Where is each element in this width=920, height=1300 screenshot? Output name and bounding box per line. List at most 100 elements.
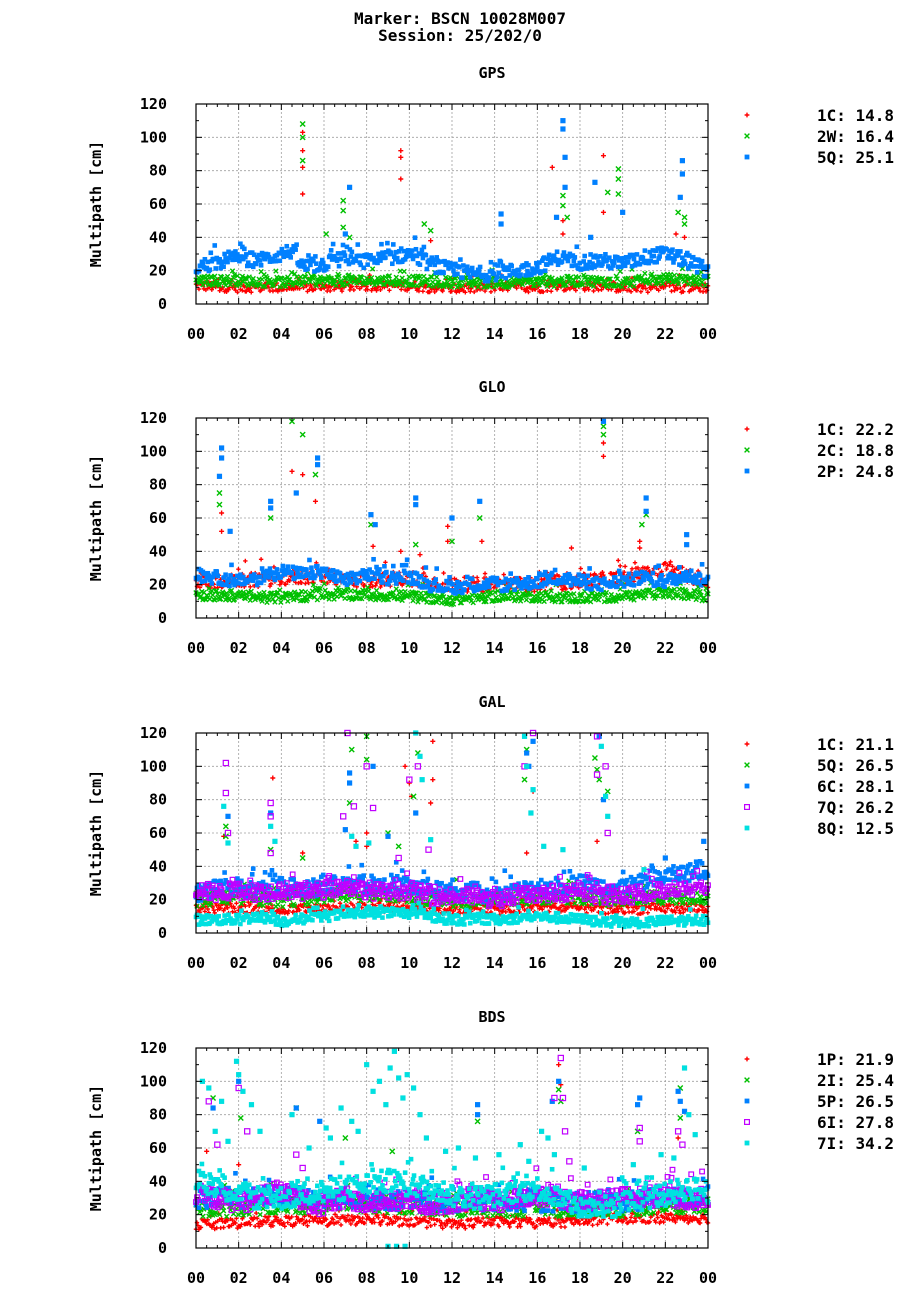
y-tick-label: 0 bbox=[158, 609, 167, 627]
data-point bbox=[476, 515, 483, 521]
data-point bbox=[366, 840, 372, 846]
data-point bbox=[414, 763, 422, 770]
svg-text:8Q: 12.5: 8Q: 12.5 bbox=[817, 819, 894, 838]
x-tick-label: 10 bbox=[400, 954, 418, 972]
data-point bbox=[327, 1135, 333, 1141]
x-tick-label: 10 bbox=[400, 1269, 418, 1287]
y-tick-label: 100 bbox=[140, 1072, 167, 1090]
svg-text:2I: 25.4: 2I: 25.4 bbox=[817, 1071, 894, 1090]
y-tick-label: 100 bbox=[140, 442, 167, 460]
data-point bbox=[417, 753, 423, 759]
x-tick-label: 16 bbox=[528, 1269, 546, 1287]
data-point bbox=[555, 1086, 562, 1093]
data-point bbox=[677, 194, 683, 200]
data-point bbox=[596, 776, 603, 783]
data-point bbox=[419, 777, 425, 783]
data-point bbox=[673, 231, 679, 237]
chart-title: GPS bbox=[478, 64, 505, 82]
data-point bbox=[340, 224, 347, 231]
legend-entry-1c: 1C: 14.8 bbox=[744, 106, 894, 125]
legend-entry-6i: 6I: 27.8 bbox=[743, 1113, 894, 1132]
data-point bbox=[236, 1072, 242, 1078]
data-point bbox=[396, 1075, 402, 1081]
y-axis-label: Multipath [cm] bbox=[87, 1085, 105, 1211]
series-1p bbox=[193, 1062, 711, 1232]
x-tick-label: 16 bbox=[528, 954, 546, 972]
data-point bbox=[682, 234, 688, 240]
data-point bbox=[267, 846, 274, 853]
x-tick-label: 02 bbox=[230, 1269, 248, 1287]
x-tick-label: 16 bbox=[528, 639, 546, 657]
data-point bbox=[643, 508, 649, 514]
y-tick-label: 60 bbox=[149, 195, 167, 213]
data-point bbox=[267, 799, 274, 807]
data-point bbox=[615, 176, 622, 182]
y-tick-label: 100 bbox=[140, 128, 167, 146]
x-tick-label: 22 bbox=[656, 639, 674, 657]
data-point bbox=[363, 763, 370, 770]
data-point bbox=[289, 418, 295, 425]
data-point bbox=[353, 838, 359, 844]
x-tick-label: 00 bbox=[187, 954, 205, 972]
marker-title: Marker: BSCN 10028M007 bbox=[354, 9, 566, 28]
data-point bbox=[219, 455, 225, 461]
x-axis: 00 02 04 06 08 10 12 14 16 18 20 22 00 bbox=[187, 1048, 717, 1287]
data-point bbox=[600, 797, 607, 803]
x-tick-label: 02 bbox=[230, 639, 248, 657]
x-tick-label: 20 bbox=[614, 954, 632, 972]
data-point bbox=[551, 1152, 557, 1158]
data-point bbox=[604, 829, 611, 837]
data-point bbox=[270, 775, 276, 781]
series-2p bbox=[193, 418, 711, 596]
x-tick-label: 12 bbox=[443, 639, 461, 657]
data-point bbox=[701, 838, 707, 844]
data-point bbox=[681, 221, 688, 227]
data-point bbox=[662, 855, 668, 861]
x-tick-label: 00 bbox=[699, 639, 717, 657]
x-tick-label: 00 bbox=[187, 325, 205, 343]
data-point bbox=[413, 810, 419, 816]
data-point bbox=[412, 541, 419, 548]
data-point bbox=[600, 423, 607, 430]
x-tick-label: 22 bbox=[656, 1269, 674, 1287]
data-point bbox=[299, 121, 306, 127]
legend-entry-7i: 7I: 34.2 bbox=[744, 1134, 894, 1153]
data-point bbox=[299, 431, 306, 438]
data-point bbox=[235, 1084, 242, 1092]
data-point bbox=[423, 1135, 429, 1141]
data-point bbox=[219, 528, 225, 534]
data-point bbox=[674, 1128, 682, 1135]
svg-text:6C: 28.1: 6C: 28.1 bbox=[817, 777, 894, 796]
data-point bbox=[430, 738, 436, 744]
x-axis: 00 02 04 06 08 10 12 14 16 18 20 22 00 bbox=[187, 418, 717, 657]
data-point bbox=[445, 523, 451, 529]
data-point bbox=[342, 827, 348, 833]
data-point bbox=[615, 191, 622, 197]
y-tick-label: 60 bbox=[149, 824, 167, 842]
x-tick-label: 20 bbox=[614, 639, 632, 657]
data-point bbox=[199, 1078, 205, 1084]
data-point bbox=[637, 545, 643, 551]
data-point bbox=[212, 1128, 218, 1134]
data-point bbox=[684, 542, 690, 548]
x-tick-label: 02 bbox=[230, 954, 248, 972]
data-point bbox=[299, 855, 306, 861]
data-point bbox=[594, 838, 600, 844]
x-axis: 00 02 04 06 08 10 12 14 16 18 20 22 00 bbox=[187, 733, 717, 972]
data-point bbox=[445, 538, 451, 544]
data-point bbox=[267, 849, 274, 857]
data-point bbox=[530, 787, 536, 793]
data-point bbox=[560, 126, 566, 132]
data-point bbox=[338, 1105, 344, 1111]
y-tick-label: 20 bbox=[149, 262, 167, 280]
data-point bbox=[340, 197, 347, 204]
svg-text:1C: 14.8: 1C: 14.8 bbox=[817, 106, 894, 125]
y-tick-label: 0 bbox=[158, 924, 167, 942]
data-point bbox=[244, 1128, 251, 1135]
data-point bbox=[323, 231, 330, 237]
data-point bbox=[306, 1145, 312, 1151]
data-point bbox=[347, 770, 353, 776]
data-point bbox=[410, 793, 417, 800]
data-point bbox=[237, 1115, 244, 1121]
data-point bbox=[553, 214, 560, 220]
